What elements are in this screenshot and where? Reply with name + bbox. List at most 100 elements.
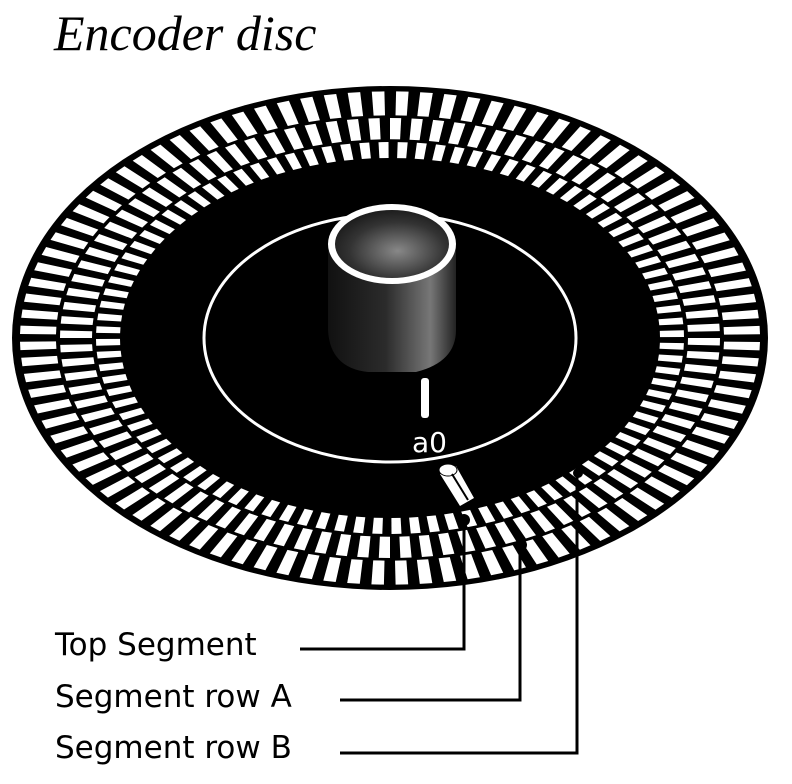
segment	[635, 255, 661, 269]
segment	[225, 143, 250, 166]
segment	[608, 222, 634, 238]
segment	[449, 146, 465, 164]
segment	[707, 399, 746, 414]
segment	[586, 172, 616, 194]
segment	[426, 515, 440, 533]
segment	[675, 389, 709, 403]
segment	[439, 94, 457, 119]
segment	[85, 246, 119, 262]
segment	[148, 473, 180, 494]
segment	[106, 385, 133, 397]
segment	[668, 401, 703, 416]
segment	[299, 553, 320, 580]
segment	[448, 122, 466, 145]
segment	[629, 487, 665, 510]
segment	[217, 175, 239, 193]
segment	[647, 279, 674, 291]
segment	[74, 395, 108, 409]
segment	[253, 518, 276, 542]
segment	[108, 276, 134, 287]
segment	[644, 476, 680, 498]
segment	[521, 140, 546, 163]
segment	[687, 323, 720, 332]
segment	[293, 528, 313, 551]
segment	[249, 162, 270, 180]
segment	[626, 204, 659, 223]
segment	[68, 382, 103, 395]
segment	[502, 105, 527, 131]
segment	[129, 240, 156, 255]
segment	[227, 488, 249, 506]
segment	[157, 448, 183, 464]
segment	[395, 560, 409, 585]
segment	[368, 118, 381, 140]
segment	[579, 516, 611, 541]
segment	[103, 288, 129, 299]
segment	[50, 232, 89, 250]
segment	[677, 281, 712, 294]
segment	[278, 504, 297, 522]
segment	[718, 370, 756, 383]
segment	[691, 426, 730, 444]
segment	[397, 142, 408, 159]
segment	[34, 262, 73, 277]
segment	[119, 407, 145, 421]
segment	[526, 490, 547, 508]
segment	[89, 419, 123, 436]
segment	[723, 325, 760, 335]
segment	[428, 119, 445, 142]
segment	[658, 191, 695, 212]
segment	[21, 309, 59, 320]
segment	[139, 230, 165, 244]
segment	[614, 498, 648, 521]
segment	[128, 198, 160, 218]
segment	[651, 377, 677, 388]
segment	[684, 363, 718, 375]
segment	[314, 531, 332, 554]
segment	[457, 529, 476, 553]
segment	[573, 194, 597, 211]
segment	[624, 421, 651, 436]
segment	[357, 535, 371, 558]
segment	[656, 304, 682, 314]
segment	[334, 514, 348, 532]
segment	[28, 277, 67, 291]
segment	[483, 154, 502, 172]
segment	[335, 534, 352, 557]
segment	[713, 385, 752, 399]
dot-segment-row-a	[515, 539, 527, 551]
segment	[632, 448, 665, 467]
segment	[234, 513, 259, 536]
segment	[121, 252, 148, 265]
segment	[64, 370, 98, 381]
segment	[642, 437, 676, 455]
segment	[627, 244, 653, 258]
segment	[687, 338, 720, 346]
segment	[409, 517, 421, 534]
segment	[112, 396, 138, 409]
segment	[607, 469, 639, 489]
segment	[372, 517, 383, 534]
segment	[284, 152, 302, 170]
segment	[714, 278, 752, 292]
segment	[642, 267, 668, 280]
segment	[605, 441, 631, 457]
segment	[378, 142, 389, 159]
segment	[347, 92, 364, 117]
segment	[657, 354, 683, 363]
segment	[600, 182, 632, 203]
segment	[189, 159, 217, 181]
segment	[390, 118, 402, 140]
segment	[115, 166, 151, 189]
segment	[681, 218, 720, 237]
segment	[460, 96, 481, 123]
segment	[539, 147, 565, 170]
segment	[273, 523, 295, 547]
segment	[206, 151, 233, 173]
segment	[156, 177, 187, 198]
segment	[652, 425, 686, 442]
index-pin	[421, 378, 429, 418]
segment	[325, 120, 342, 144]
hub-shaft	[328, 204, 456, 372]
